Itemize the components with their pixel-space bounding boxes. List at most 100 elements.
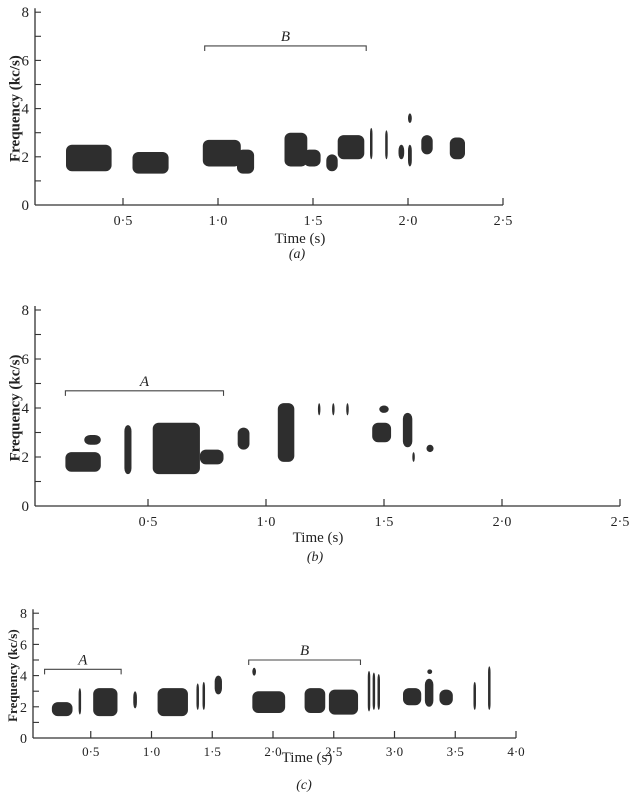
x-tick-label: 3·0	[386, 744, 403, 759]
bracket-label: A	[139, 374, 150, 390]
syllable-mark	[379, 405, 389, 413]
syllable-mark	[488, 666, 491, 710]
panel-label: (a)	[289, 247, 306, 262]
panel-a: 0·5 1·0 1·5 2·0 2·5 0 2 4 6 8 Frequency (kc/s) Time…	[7, 5, 512, 262]
syllable-mark	[372, 672, 376, 710]
syllable-mark	[326, 154, 338, 172]
x-tick-label: 2·0	[493, 515, 512, 530]
y-tick-label: 6	[22, 53, 30, 69]
x-tick-label: 2·5	[611, 515, 630, 530]
syllable-mark	[304, 688, 326, 714]
syllable-mark	[370, 127, 373, 160]
syllable-mark	[473, 681, 476, 710]
syllable-mark	[449, 137, 465, 160]
x-axis-label: Time (s)	[275, 231, 326, 247]
panel-label: (c)	[296, 778, 312, 793]
bracket-label: B	[300, 643, 309, 659]
syllable-mark	[385, 130, 388, 160]
y-axis-label: Frequency (kc/s)	[7, 355, 23, 462]
syllable-mark	[303, 149, 321, 167]
bracket-label: A	[77, 652, 88, 668]
x-tick-label: 1·5	[375, 515, 394, 530]
y-tick-label: 2	[20, 701, 27, 716]
x-tick-label: 2·0	[399, 214, 418, 229]
syllable-mark	[132, 151, 169, 174]
x-axis-label: Time (s)	[293, 530, 344, 546]
syllable-mark	[78, 688, 82, 715]
y-axis-label: Frequency (kc/s)	[7, 55, 23, 162]
y-axis-label: Frequency (kc/s)	[5, 629, 20, 722]
y-tick-label: 6	[20, 638, 27, 653]
syllable-mark	[408, 144, 412, 167]
bracket-A	[44, 668, 122, 675]
bracket-A	[64, 390, 225, 396]
y-tick-label: 2	[22, 450, 30, 466]
syllable-mark	[202, 139, 241, 167]
syllable-mark	[377, 674, 380, 710]
syllable-mark	[237, 427, 250, 450]
syllable-mark	[372, 422, 392, 443]
x-tick-label: 2·0	[264, 744, 281, 759]
syllable-mark	[421, 135, 433, 155]
y-tick-label: 0	[22, 198, 30, 214]
syllable-mark	[124, 425, 132, 475]
x-tick-label: 2·5	[494, 214, 513, 229]
syllable-mark	[51, 702, 73, 717]
bracket-B	[248, 659, 362, 665]
x-tick-label: 1·0	[143, 744, 160, 759]
y-tick-label: 4	[22, 401, 30, 417]
syllable-mark	[328, 689, 359, 715]
syllable-mark	[196, 683, 199, 710]
bracket-B	[204, 45, 367, 51]
x-tick-label: 0·5	[114, 214, 133, 229]
x-tick-label: 0·5	[82, 744, 99, 759]
syllable-mark	[398, 144, 405, 160]
syllable-mark	[427, 669, 433, 675]
y-tick-label: 0	[22, 499, 30, 515]
syllable-mark	[277, 403, 295, 462]
syllable-mark	[284, 132, 308, 167]
panel-b: 0·5 1·0 1·5 2·0 2·5 0 2 4 6 8 Frequency (kc/s) Time…	[7, 303, 629, 565]
y-tick-label: 0	[20, 732, 27, 747]
syllable-mark	[317, 403, 321, 416]
x-tick-label: 3·5	[447, 744, 464, 759]
bracket-label: B	[281, 29, 290, 45]
x-tick-label: 0·5	[139, 515, 158, 530]
x-tick-label: 1·5	[304, 214, 323, 229]
syllable-mark	[199, 449, 224, 465]
syllable-mark	[66, 144, 112, 172]
syllable-mark	[346, 403, 349, 416]
syllable-mark	[214, 675, 222, 695]
syllable-mark	[439, 689, 453, 706]
y-tick-label: 8	[22, 5, 30, 21]
syllable-mark	[157, 688, 188, 717]
x-tick-label: 4·0	[507, 744, 524, 759]
syllable-mark	[252, 691, 286, 714]
syllable-mark	[408, 113, 412, 124]
y-tick-label: 4	[22, 102, 30, 118]
y-tick-label: 2	[22, 150, 30, 166]
syllable-mark	[84, 434, 101, 445]
x-axis-label: Time (s)	[282, 750, 333, 766]
syllable-mark	[403, 688, 422, 706]
y-tick-label: 8	[20, 607, 27, 622]
syllable-mark	[337, 135, 365, 160]
x-tick-label: 1·0	[257, 515, 276, 530]
syllable-mark	[426, 444, 434, 453]
syllable-mark	[237, 149, 255, 174]
syllable-mark	[412, 452, 415, 462]
syllable-mark	[65, 452, 101, 472]
syllable-mark	[332, 403, 335, 416]
syllable-mark	[133, 691, 137, 709]
x-tick-label: 1·5	[204, 744, 221, 759]
syllable-mark	[424, 678, 434, 707]
syllable-mark	[202, 681, 206, 710]
syllable-mark	[152, 422, 200, 475]
syllable-mark	[93, 688, 118, 717]
panel-label: (b)	[307, 550, 324, 565]
x-tick-label: 2·5	[325, 744, 342, 759]
x-tick-label: 1·0	[209, 214, 228, 229]
